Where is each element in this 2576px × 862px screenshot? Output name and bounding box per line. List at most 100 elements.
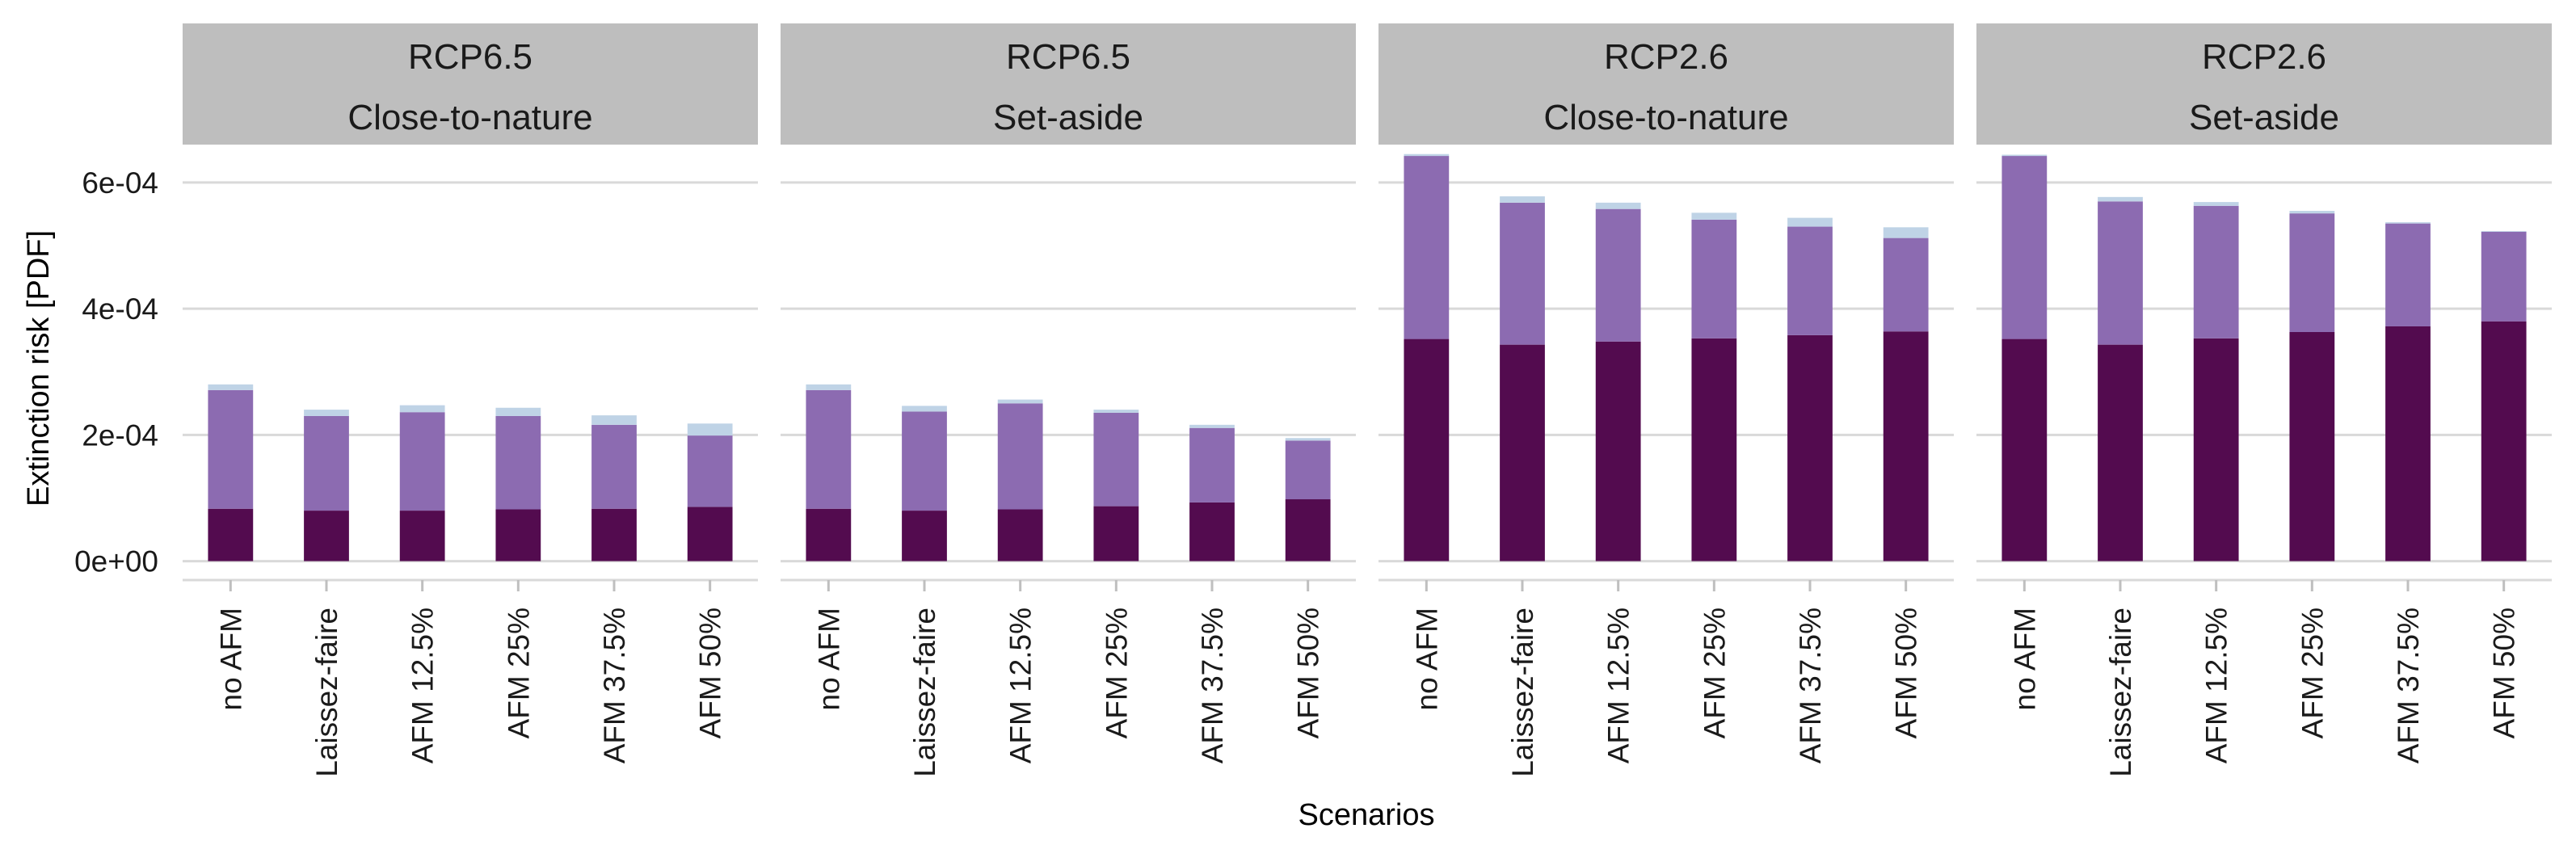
bar-segment — [399, 511, 445, 561]
bar-segment — [1500, 202, 1545, 345]
panels: RCP6.5 Close-to-nature no AFM Laissez-faire… — [183, 23, 2552, 777]
x-tick-label: AFM 12.5% — [1602, 608, 1635, 763]
bar-segment — [1883, 331, 1929, 561]
x-tick-label: Laissez-faire — [908, 608, 941, 777]
x-tick-label: no AFM — [2008, 608, 2041, 711]
bar-segment — [2385, 222, 2431, 224]
bar-segment — [1595, 202, 1641, 209]
bar-segment — [687, 507, 733, 561]
bar-segment — [208, 384, 254, 390]
bar-segment — [1500, 344, 1545, 561]
bar-segment — [1787, 226, 1833, 335]
panel-title-line2: Close-to-nature — [347, 98, 592, 137]
x-tick-label: AFM 12.5% — [2200, 608, 2233, 763]
panel-header — [781, 23, 1356, 145]
bar-segment — [2001, 338, 2048, 561]
x-tick-label: AFM 50% — [694, 608, 727, 738]
bar-segment — [1595, 208, 1641, 342]
y-tick-label: 6e-04 — [82, 166, 158, 200]
bar-segment — [997, 509, 1043, 561]
bar-segment — [1189, 427, 1235, 502]
bar-segment — [2481, 321, 2527, 561]
bar-segment — [2385, 223, 2431, 326]
x-tick-label: AFM 25% — [502, 608, 535, 738]
x-tick-label: AFM 12.5% — [1004, 608, 1038, 763]
panel-header — [1976, 23, 2552, 145]
x-tick-label: no AFM — [214, 608, 247, 711]
panel-title-line1: RCP2.6 — [2202, 37, 2326, 77]
panel-title-line1: RCP2.6 — [1604, 37, 1728, 77]
bar-segment — [1404, 338, 1450, 561]
bar-segment — [304, 410, 349, 416]
x-tick-label: AFM 37.5% — [2392, 608, 2425, 763]
bar-segment — [687, 423, 733, 436]
y-axis-title: Extinction risk [PDF] — [22, 230, 56, 507]
bar-segment — [806, 384, 852, 390]
bar-segment — [2001, 156, 2048, 339]
bar-segment — [304, 511, 349, 561]
panel-title-line2: Set-aside — [993, 98, 1143, 137]
x-tick-label: Laissez-faire — [1506, 608, 1539, 777]
bar-segment — [2385, 326, 2431, 561]
bar-segment — [1285, 440, 1331, 500]
bar-segment — [1093, 410, 1139, 413]
bar-segment — [2481, 231, 2527, 322]
bar-segment — [997, 403, 1043, 510]
x-tick-label: AFM 37.5% — [1794, 608, 1827, 763]
x-tick-label: AFM 50% — [1292, 608, 1325, 738]
y-axis: 0e+00 2e-04 4e-04 6e-04 — [74, 166, 158, 578]
y-tick-label: 2e-04 — [82, 418, 158, 452]
y-tick-label: 4e-04 — [82, 292, 158, 326]
bar-segment — [591, 415, 637, 425]
bar-segment — [2193, 338, 2239, 561]
x-tick-label: no AFM — [1410, 608, 1443, 711]
bar-segment — [1189, 424, 1235, 428]
bar-segment — [1691, 338, 1737, 561]
panel: RCP2.6 Close-to-nature no AFM Laissez-faire… — [1378, 23, 1954, 777]
x-tick-label: Laissez-faire — [2104, 608, 2137, 777]
bar-segment — [591, 508, 637, 561]
bar-segment — [902, 511, 947, 561]
x-axis-title: Scenarios — [1299, 798, 1435, 832]
x-tick-label: no AFM — [812, 608, 845, 711]
x-tick-label: Laissez-faire — [310, 608, 343, 777]
panel-title-line1: RCP6.5 — [1006, 37, 1130, 77]
bar-segment — [2289, 332, 2335, 561]
x-tick-label: AFM 25% — [2296, 608, 2329, 738]
panel-title-line2: Set-aside — [2189, 98, 2339, 137]
bar-segment — [1093, 412, 1139, 507]
bar-segment — [208, 389, 254, 509]
x-tick-label: AFM 12.5% — [406, 608, 440, 763]
bar-segment — [2289, 213, 2335, 333]
bar-segment — [1883, 227, 1929, 238]
bar-segment — [1285, 499, 1331, 561]
bar-segment — [1691, 219, 1737, 338]
bar-segment — [1404, 153, 1450, 157]
y-tick-label: 0e+00 — [74, 545, 158, 578]
bar-segment — [2098, 196, 2143, 202]
bar-segment — [2193, 205, 2239, 338]
x-tick-label: AFM 37.5% — [598, 608, 631, 763]
panel: RCP6.5 Set-aside no AFM Laissez-faire AFM 12… — [781, 23, 1356, 777]
bar-segment — [2098, 344, 2143, 561]
panel-title-line1: RCP6.5 — [408, 37, 532, 77]
bar-segment — [2289, 211, 2335, 214]
panel-title-line2: Close-to-nature — [1543, 98, 1788, 137]
panel: RCP6.5 Close-to-nature no AFM Laissez-faire… — [183, 23, 758, 777]
x-tick-label: AFM 25% — [1100, 608, 1133, 738]
bar-segment — [304, 415, 349, 511]
bar-segment — [1500, 196, 1545, 203]
panel-header — [183, 23, 758, 145]
panel-header — [1378, 23, 1954, 145]
bar-segment — [1787, 217, 1833, 227]
bar-segment — [806, 389, 852, 509]
bar-segment — [687, 435, 733, 507]
bar-segment — [591, 424, 637, 509]
bar-segment — [2193, 202, 2239, 206]
bar-segment — [495, 509, 541, 561]
x-tick-label: AFM 25% — [1698, 608, 1731, 738]
panel: RCP2.6 Set-aside no AFM Laissez-faire AFM 12… — [1976, 23, 2552, 777]
bar-segment — [2001, 154, 2048, 157]
